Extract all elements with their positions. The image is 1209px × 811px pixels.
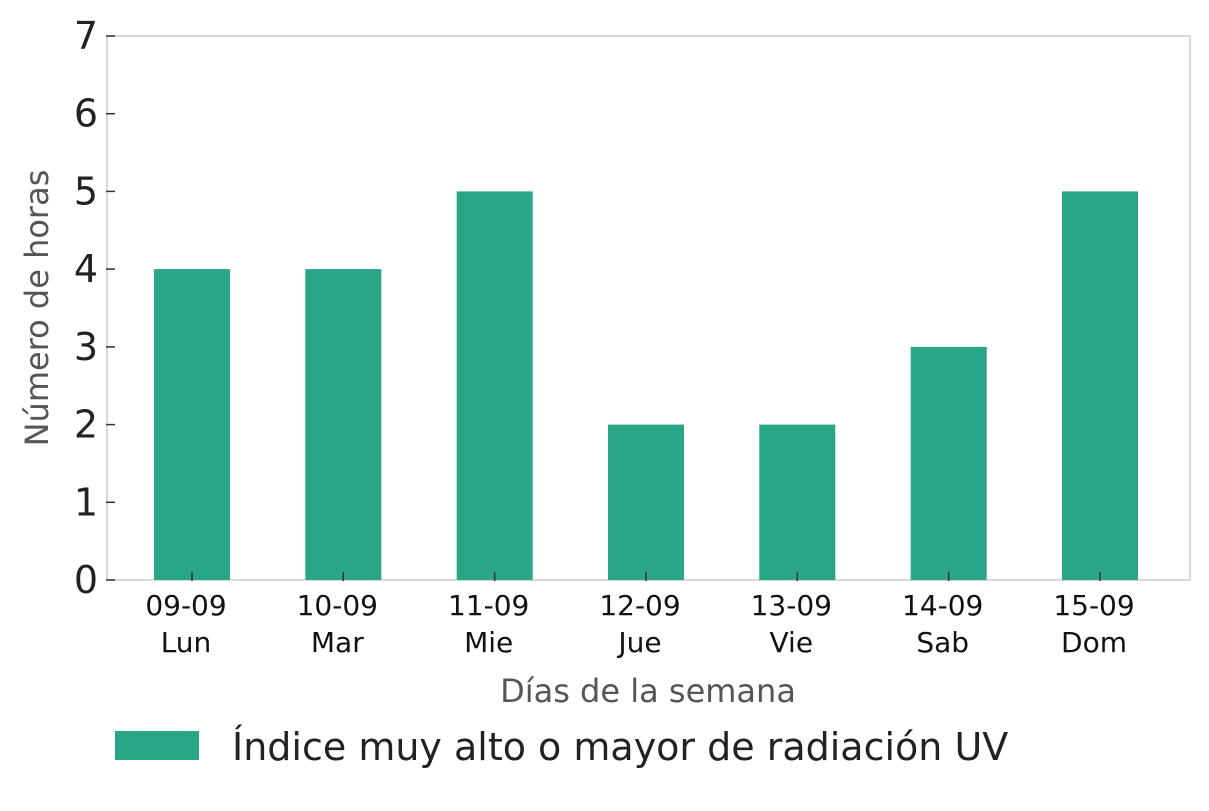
x-tick-label-day: Dom: [1061, 626, 1127, 659]
y-tick-label: 6: [74, 92, 98, 136]
x-tick-label-date: 14-09: [902, 589, 983, 622]
x-tick-label-date: 11-09: [448, 589, 529, 622]
y-axis: 0 1 2 3 4 5 6 7: [74, 14, 115, 602]
y-tick-label: 5: [74, 169, 98, 213]
x-axis-title: Días de la semana: [500, 672, 796, 710]
x-tick-label-day: Jue: [616, 626, 661, 659]
y-tick-label: 7: [74, 14, 98, 58]
y-axis-title: Número de horas: [18, 170, 56, 447]
y-tick-label: 2: [74, 403, 98, 447]
legend-label: Índice muy alto o mayor de radiación UV: [232, 725, 1008, 769]
bar-11-09: [456, 191, 533, 580]
bar-09-09: [154, 269, 230, 580]
bar-10-09: [305, 269, 382, 580]
x-axis: 09-09 Lun 10-09 Mar 11-09 Mie 12-09 Jue 13-09 Vie…: [145, 572, 1135, 659]
y-tick-label: 1: [74, 480, 98, 524]
x-tick-label-day: Mar: [311, 626, 364, 659]
x-tick-label-day: Sab: [916, 626, 969, 659]
x-tick-label-date: 13-09: [751, 589, 832, 622]
x-tick-label-date: 15-09: [1053, 589, 1134, 622]
bar-14-09: [910, 346, 987, 580]
x-tick-label-date: 09-09: [145, 589, 226, 622]
x-tick-label-day: Lun: [161, 626, 212, 659]
bar-13-09: [759, 424, 836, 580]
x-tick-label-day: Mie: [464, 626, 513, 659]
bars-layer: [154, 191, 1138, 580]
y-tick-label: 3: [74, 325, 98, 369]
legend: Índice muy alto o mayor de radiación UV: [115, 725, 1008, 769]
x-tick-label-day: Vie: [770, 626, 814, 659]
bar-15-09: [1062, 191, 1138, 580]
y-tick-label: 4: [74, 247, 98, 291]
x-tick-label-date: 12-09: [599, 589, 680, 622]
y-tick-label: 0: [74, 558, 98, 602]
bar-12-09: [608, 424, 684, 580]
legend-swatch: [115, 731, 199, 760]
x-tick-label-date: 10-09: [297, 589, 378, 622]
